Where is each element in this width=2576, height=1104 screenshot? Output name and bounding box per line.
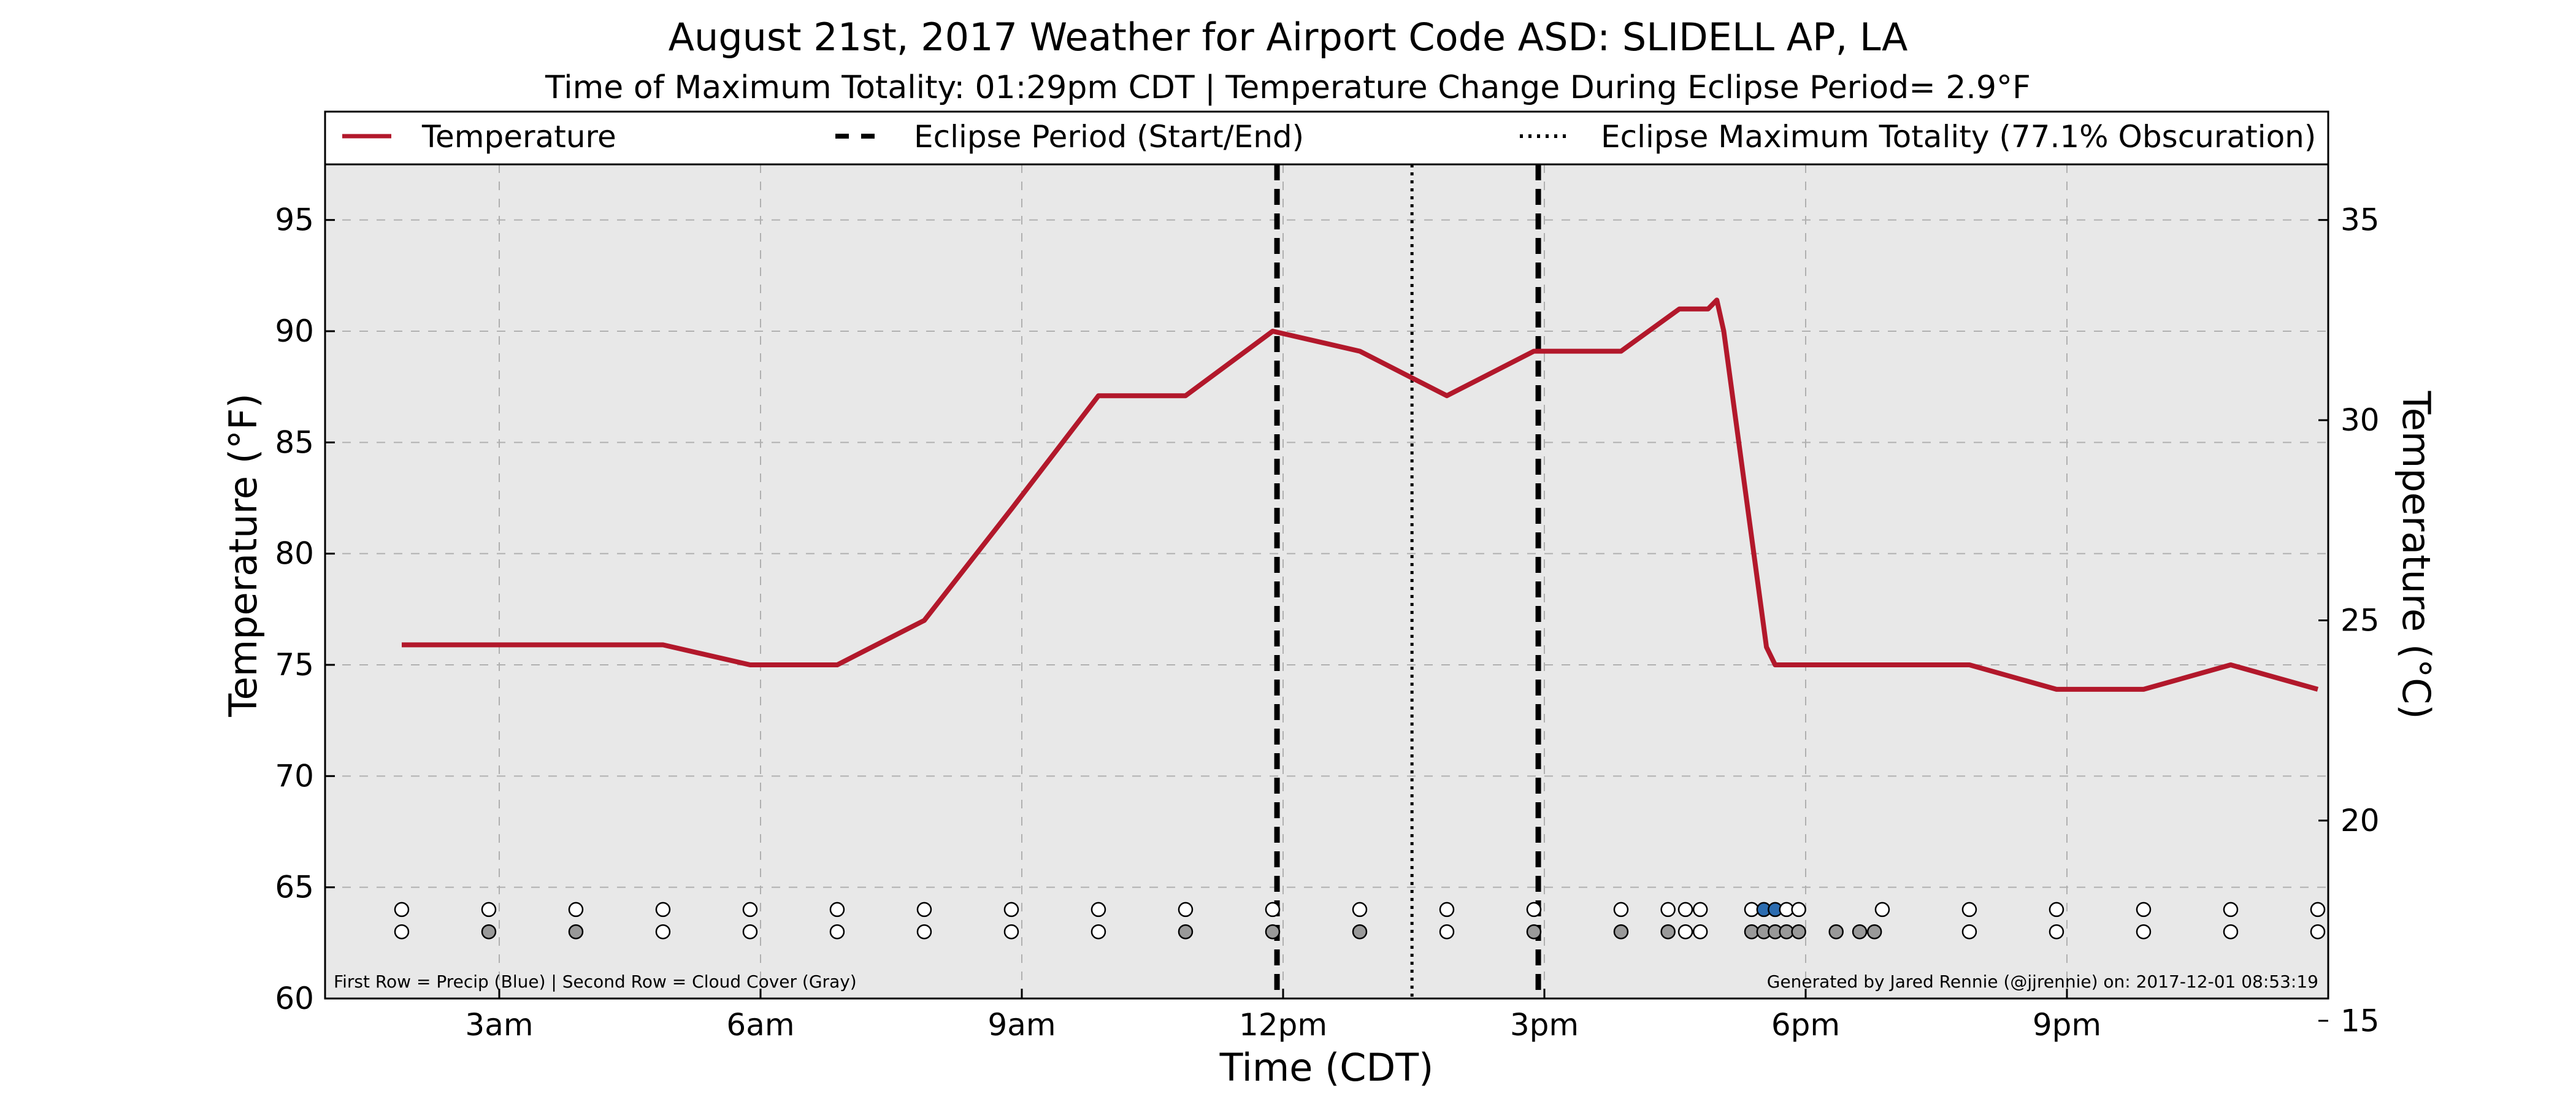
eclipse-lines bbox=[1274, 164, 1541, 999]
x-axis-ticks: 3am 6am 9am 12pm 3pm 6pm 9pm bbox=[465, 989, 2101, 1043]
precip-dot bbox=[1791, 902, 1806, 918]
y-tick-label: 65 bbox=[275, 870, 314, 905]
x-tick-label: 12pm bbox=[1239, 1007, 1327, 1043]
precip-dot bbox=[2310, 902, 2326, 918]
cloud-cover-dot bbox=[1828, 924, 1844, 940]
cloud-cover-dot bbox=[1961, 924, 1977, 940]
precip-dot bbox=[1526, 902, 1542, 918]
y-right-tick-label: 35 bbox=[2340, 202, 2380, 238]
x-tick-label: 3am bbox=[465, 1007, 533, 1043]
grid-lines bbox=[325, 164, 2328, 999]
observation-dots bbox=[394, 902, 2326, 940]
cloud-cover-dot bbox=[481, 924, 497, 940]
x-tick-label: 3pm bbox=[1510, 1007, 1579, 1043]
cloud-cover-dot bbox=[568, 924, 584, 940]
legend-eclipse-period-label: Eclipse Period (Start/End) bbox=[914, 119, 1304, 155]
legend-temperature-label: Temperature bbox=[421, 119, 616, 155]
y-axis-left-ticks: 60 65 70 75 80 85 90 95 bbox=[275, 202, 335, 1016]
y-tick-label: 80 bbox=[275, 536, 314, 572]
y-tick-label: 90 bbox=[275, 313, 314, 349]
cloud-cover-dot bbox=[2223, 924, 2239, 940]
footnote-left: First Row = Precip (Blue) | Second Row =… bbox=[334, 972, 857, 992]
precip-dot bbox=[1677, 902, 1693, 918]
chart-subtitle: Time of Maximum Totality: 01:29pm CDT | … bbox=[545, 69, 2031, 106]
plot-area bbox=[325, 164, 2328, 999]
precip-dot bbox=[568, 902, 584, 918]
cloud-cover-dot bbox=[1265, 924, 1281, 940]
x-axis-label: Time (CDT) bbox=[1219, 1045, 1434, 1090]
cloud-cover-dot bbox=[1352, 924, 1368, 940]
precip-dot bbox=[916, 902, 932, 918]
cloud-cover-dot bbox=[1003, 924, 1019, 940]
precip-dot bbox=[2136, 902, 2152, 918]
temperature-series bbox=[402, 297, 2319, 692]
y-right-tick-label: 25 bbox=[2340, 602, 2380, 638]
cloud-cover-dot bbox=[2310, 924, 2326, 940]
y-right-tick-label: 30 bbox=[2340, 402, 2380, 438]
footnote-right: Generated by Jared Rennie (@jjrennie) on… bbox=[1767, 972, 2318, 992]
precip-dot bbox=[1961, 902, 1977, 918]
cloud-cover-dot bbox=[2049, 924, 2064, 940]
y-tick-label: 75 bbox=[275, 647, 314, 683]
cloud-cover-dot bbox=[394, 924, 410, 940]
cloud-cover-dot bbox=[1091, 924, 1106, 940]
cloud-cover-dot bbox=[1526, 924, 1542, 940]
cloud-cover-dot bbox=[1613, 924, 1629, 940]
x-tick-label: 9am bbox=[987, 1007, 1056, 1043]
precip-dot bbox=[1692, 902, 1708, 918]
legend-eclipse-max-label: Eclipse Maximum Totality (77.1% Obscurat… bbox=[1601, 119, 2316, 155]
precip-dot bbox=[655, 902, 671, 918]
legend-box bbox=[324, 110, 2329, 166]
cloud-cover-dot bbox=[1791, 924, 1806, 940]
x-tick-label: 6pm bbox=[1771, 1007, 1840, 1043]
precip-dot bbox=[1091, 902, 1106, 918]
cloud-cover-dot bbox=[1852, 924, 1868, 940]
precip-dot bbox=[1352, 902, 1368, 918]
precip-dot bbox=[1613, 902, 1629, 918]
y-axis-right-label: Temperature (°C) bbox=[2394, 390, 2439, 719]
precip-dot bbox=[1265, 902, 1281, 918]
temperature-line bbox=[402, 297, 2319, 692]
x-tick-label: 9pm bbox=[2033, 1007, 2101, 1043]
cloud-cover-dot bbox=[1692, 924, 1708, 940]
cloud-cover-dot bbox=[1866, 924, 1882, 940]
cloud-cover-dot bbox=[1178, 924, 1194, 940]
x-tick-label: 6am bbox=[726, 1007, 794, 1043]
y-right-tick-label: 15 bbox=[2340, 1003, 2380, 1038]
cloud-cover-dot bbox=[1439, 924, 1455, 940]
precip-dot bbox=[394, 902, 410, 918]
precip-dot bbox=[1003, 902, 1019, 918]
precip-dot bbox=[1439, 902, 1455, 918]
cloud-cover-dot bbox=[829, 924, 845, 940]
chart-title: August 21st, 2017 Weather for Airport Co… bbox=[669, 15, 1908, 59]
cloud-cover-dot bbox=[1660, 924, 1676, 940]
precip-dot bbox=[1660, 902, 1676, 918]
y-axis-right-ticks: 15 20 25 30 35 bbox=[2318, 202, 2380, 1038]
precip-dot bbox=[1874, 902, 1890, 918]
precip-dot bbox=[742, 902, 758, 918]
cloud-cover-dot bbox=[916, 924, 932, 940]
y-tick-label: 60 bbox=[275, 981, 314, 1016]
y-tick-label: 70 bbox=[275, 758, 314, 794]
y-right-tick-label: 20 bbox=[2340, 803, 2380, 838]
precip-dot bbox=[2223, 902, 2239, 918]
legend: Temperature Eclipse Period (Start/End) E… bbox=[324, 110, 2329, 166]
cloud-cover-dot bbox=[742, 924, 758, 940]
precip-dot bbox=[481, 902, 497, 918]
precip-dot bbox=[1178, 902, 1194, 918]
y-axis-left-label: Temperature (°F) bbox=[221, 393, 266, 717]
precip-dot bbox=[829, 902, 845, 918]
y-tick-label: 85 bbox=[275, 424, 314, 460]
cloud-cover-dot bbox=[655, 924, 671, 940]
y-tick-label: 95 bbox=[275, 202, 314, 238]
cloud-cover-dot bbox=[2136, 924, 2152, 940]
precip-dot bbox=[2049, 902, 2064, 918]
cloud-cover-dot bbox=[1677, 924, 1693, 940]
